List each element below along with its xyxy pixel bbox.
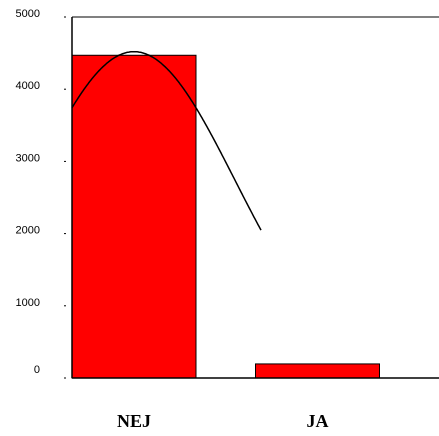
y-tick-label-5000: 5000 — [16, 8, 40, 20]
bars-group — [71, 54, 380, 379]
y-tick-label-2000: 2000 — [16, 225, 40, 237]
y-tick-label-0: 0 — [34, 364, 40, 376]
x-category-label-nej: NEJ — [117, 411, 151, 431]
normal-curve — [71, 50, 262, 231]
x-category-label-ja: JA — [307, 411, 329, 431]
y-tick-label-3000: 3000 — [16, 152, 40, 164]
y-tick-label-4000: 4000 — [16, 80, 40, 92]
bar-nej — [71, 54, 197, 379]
y-tick-label-1000: 1000 — [16, 297, 40, 309]
y-ticks-group — [64, 16, 66, 379]
bar-ja — [255, 363, 380, 379]
